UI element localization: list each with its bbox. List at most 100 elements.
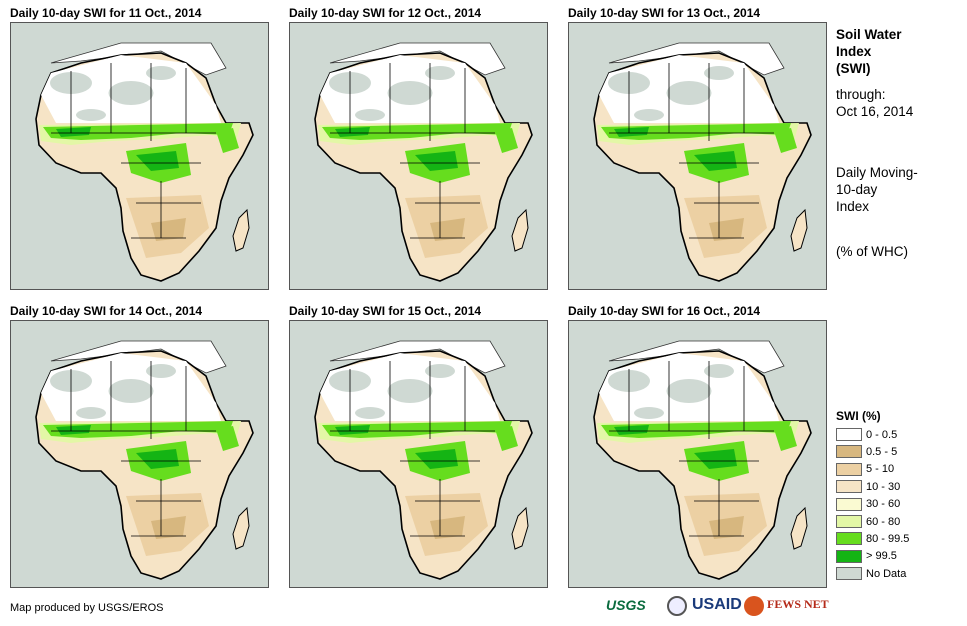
legend-label: 30 - 60 xyxy=(866,498,901,511)
legend-row: 60 - 80 xyxy=(836,514,900,529)
legend-title: SWI (%) xyxy=(836,409,881,423)
panel-title-4: Daily 10-day SWI for 14 Oct., 2014 xyxy=(10,304,203,318)
no-data-patch xyxy=(108,81,154,105)
no-data-patch xyxy=(425,66,455,80)
southern-very-dry xyxy=(430,218,465,241)
legend-swatch xyxy=(836,497,862,511)
saturated-west xyxy=(56,425,91,435)
index-description-line-2: 10-day xyxy=(836,182,878,197)
madagascar-outline xyxy=(790,208,808,252)
southern-very-dry xyxy=(151,218,186,241)
map-panel-5 xyxy=(289,320,548,588)
saturated-west xyxy=(335,425,370,435)
side-title-line-3: (SWI) xyxy=(836,61,871,76)
no-data-patch xyxy=(634,407,664,419)
saturated-west xyxy=(335,127,370,137)
southern-very-dry xyxy=(709,218,744,241)
east-wet-area xyxy=(216,128,239,153)
credit-text: Map produced by USGS/EROS xyxy=(10,602,164,614)
through-label: through: xyxy=(836,87,886,102)
legend-label: 0.5 - 5 xyxy=(866,445,898,458)
legend-swatch xyxy=(836,428,862,441)
panel-title-2: Daily 10-day SWI for 12 Oct., 2014 xyxy=(289,6,482,20)
map-panel-1 xyxy=(10,22,269,290)
legend-row: 80 - 99.5 xyxy=(836,531,909,546)
saturated-west xyxy=(56,127,91,137)
no-data-patch xyxy=(387,81,433,105)
no-data-patch xyxy=(355,109,385,121)
africa-map xyxy=(593,42,812,282)
legend-swatch xyxy=(836,462,862,476)
east-wet-area xyxy=(495,128,518,153)
legend-row: No Data xyxy=(836,566,906,581)
legend-label: 5 - 10 xyxy=(866,463,895,476)
panel-title-5: Daily 10-day SWI for 15 Oct., 2014 xyxy=(289,304,482,318)
southern-very-dry xyxy=(430,516,465,539)
map-panel-2 xyxy=(289,22,548,290)
fews-net-mark-icon xyxy=(744,596,764,616)
madagascar-outline xyxy=(511,506,529,550)
southern-very-dry xyxy=(709,516,744,539)
africa-map xyxy=(35,340,254,580)
index-description-line-1: Daily Moving- xyxy=(836,165,918,180)
europe-landmass xyxy=(329,42,506,76)
legend-swatch xyxy=(836,532,862,546)
europe-landmass xyxy=(608,340,785,374)
legend-row: 10 - 30 xyxy=(836,479,900,494)
legend-row: 30 - 60 xyxy=(836,497,900,512)
fews-net-logo: FEWS NET xyxy=(767,597,829,611)
saturated-west xyxy=(614,425,649,435)
noaa-seal-icon xyxy=(667,596,687,616)
east-wet-area xyxy=(495,426,518,451)
europe-landmass xyxy=(50,340,227,374)
no-data-patch xyxy=(666,379,712,403)
legend-swatch xyxy=(836,549,862,563)
congo-saturated-area xyxy=(694,151,737,171)
southern-very-dry xyxy=(151,516,186,539)
panel-title-6: Daily 10-day SWI for 16 Oct., 2014 xyxy=(568,304,761,318)
legend-swatch xyxy=(836,567,862,581)
africa-map xyxy=(35,42,254,282)
legend-row: 0.5 - 5 xyxy=(836,444,897,459)
legend-swatch xyxy=(836,480,862,494)
europe-landmass xyxy=(608,42,785,76)
usgs-logo: USGS xyxy=(606,597,646,613)
madagascar-outline xyxy=(232,506,250,550)
map-panel-4 xyxy=(10,320,269,588)
panel-title-3: Daily 10-day SWI for 13 Oct., 2014 xyxy=(568,6,761,20)
africa-map xyxy=(314,340,533,580)
no-data-patch xyxy=(146,66,176,80)
no-data-patch xyxy=(666,81,712,105)
congo-saturated-area xyxy=(694,449,737,469)
congo-saturated-area xyxy=(136,151,179,171)
no-data-patch xyxy=(355,407,385,419)
index-description-line-3: Index xyxy=(836,199,870,214)
legend-row: > 99.5 xyxy=(836,549,897,564)
africa-map xyxy=(314,42,533,282)
madagascar-outline xyxy=(790,506,808,550)
side-title-line-1: Soil Water xyxy=(836,27,902,42)
index-description: Daily Moving- 10-day Index xyxy=(836,164,918,215)
no-data-patch xyxy=(704,66,734,80)
congo-saturated-area xyxy=(415,151,458,171)
madagascar-outline xyxy=(232,208,250,252)
no-data-patch xyxy=(76,407,106,419)
saturated-west xyxy=(614,127,649,137)
legend-row: 0 - 0.5 xyxy=(836,427,897,442)
congo-saturated-area xyxy=(136,449,179,469)
east-wet-area xyxy=(774,426,797,451)
legend-label: 80 - 99.5 xyxy=(866,532,910,545)
europe-landmass xyxy=(50,42,227,76)
map-panel-3 xyxy=(568,22,827,290)
legend-label: 0 - 0.5 xyxy=(866,428,898,441)
africa-map xyxy=(593,340,812,580)
no-data-patch xyxy=(387,379,433,403)
side-title: Soil Water Index (SWI) xyxy=(836,26,902,77)
no-data-patch xyxy=(425,364,455,378)
side-title-line-2: Index xyxy=(836,44,872,59)
europe-landmass xyxy=(329,340,506,374)
legend-label: 10 - 30 xyxy=(866,480,901,493)
usaid-logo: USAID xyxy=(692,596,742,613)
congo-saturated-area xyxy=(415,449,458,469)
panel-title-1: Daily 10-day SWI for 11 Oct., 2014 xyxy=(10,6,202,20)
